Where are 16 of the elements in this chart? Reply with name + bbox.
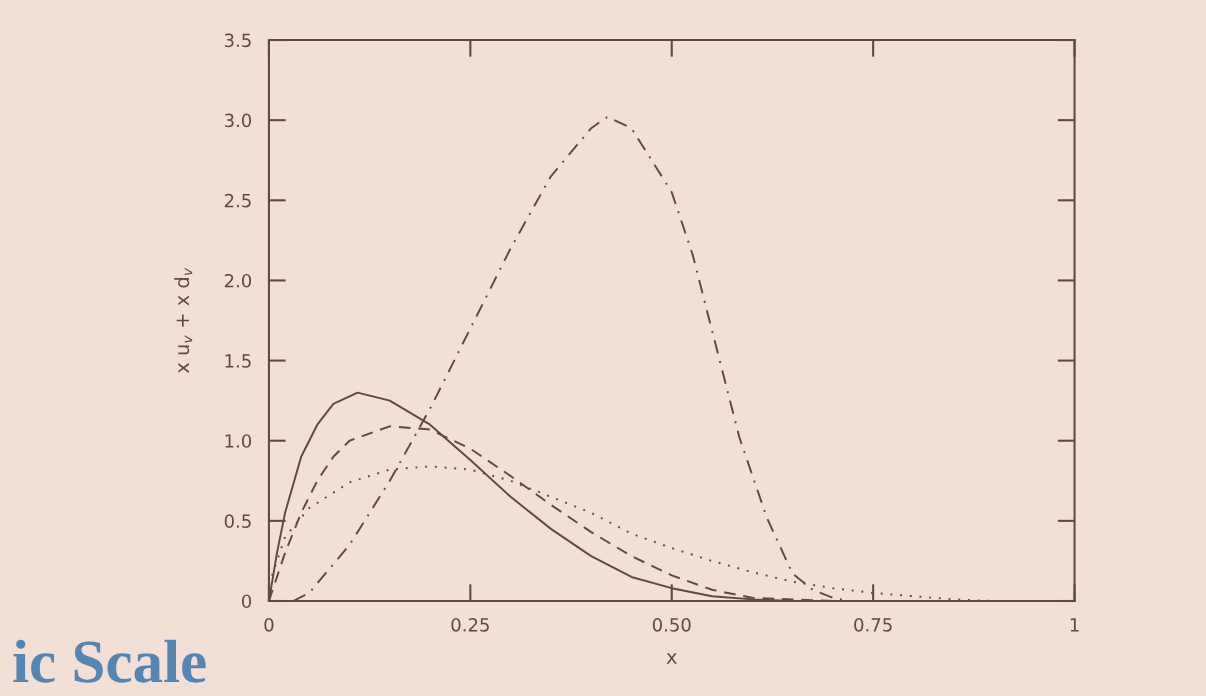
y-tick-label: 0 bbox=[241, 594, 252, 609]
y-tick-label: 3.5 bbox=[224, 33, 251, 48]
x-tick-label: 0 bbox=[264, 617, 274, 632]
y-tick-label: 2.5 bbox=[224, 193, 251, 208]
x-tick-label: 0.75 bbox=[854, 617, 892, 632]
x-axis-title: x bbox=[666, 653, 677, 664]
x-tick-label: 0.25 bbox=[451, 617, 489, 632]
x-tick-label: 0.50 bbox=[652, 617, 691, 632]
y-axis-title: x u$_{v}$ + x d$_{v}$ bbox=[174, 267, 193, 374]
y-tick-label: 1.0 bbox=[225, 434, 252, 448]
x-tick-label: 1 bbox=[1070, 618, 1079, 632]
y-tick-label: 1.5 bbox=[225, 354, 251, 368]
y-tick-label: 2.0 bbox=[224, 273, 252, 288]
text: ic Scale bbox=[13, 639, 206, 683]
y-tick-label: 3.0 bbox=[224, 113, 252, 128]
y-tick-label: 0.5 bbox=[224, 514, 251, 528]
